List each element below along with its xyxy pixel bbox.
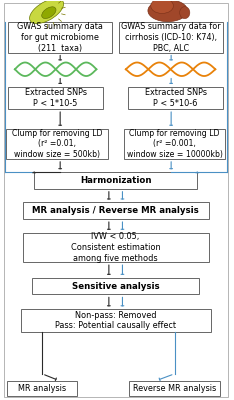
Text: Harmonization: Harmonization bbox=[80, 176, 151, 185]
FancyBboxPatch shape bbox=[8, 87, 103, 109]
Ellipse shape bbox=[148, 0, 188, 22]
Text: Clump for removing LD
(r² =0.001,
window size = 10000kb): Clump for removing LD (r² =0.001, window… bbox=[127, 128, 223, 159]
FancyBboxPatch shape bbox=[21, 309, 211, 332]
Text: GWAS summary data
for gut microbiome
(211  taxa): GWAS summary data for gut microbiome (21… bbox=[17, 22, 103, 53]
FancyBboxPatch shape bbox=[23, 233, 208, 262]
FancyBboxPatch shape bbox=[32, 278, 199, 294]
FancyBboxPatch shape bbox=[23, 202, 208, 219]
Text: IVW < 0.05,
Consistent estimation
among five methods: IVW < 0.05, Consistent estimation among … bbox=[71, 232, 161, 263]
FancyBboxPatch shape bbox=[34, 172, 197, 189]
FancyBboxPatch shape bbox=[7, 380, 77, 396]
Text: Non-pass: Removed
Pass: Potential causally effect: Non-pass: Removed Pass: Potential causal… bbox=[55, 310, 176, 330]
Text: Sensitive analysis: Sensitive analysis bbox=[72, 282, 159, 290]
FancyBboxPatch shape bbox=[119, 22, 223, 52]
Ellipse shape bbox=[29, 0, 64, 24]
FancyBboxPatch shape bbox=[128, 87, 223, 109]
Text: MR analysis: MR analysis bbox=[18, 384, 66, 393]
FancyBboxPatch shape bbox=[8, 22, 112, 52]
Ellipse shape bbox=[151, 0, 173, 14]
Text: Extracted SNPs
P < 1*10-5: Extracted SNPs P < 1*10-5 bbox=[25, 88, 87, 108]
Text: GWAS summary data for
cirrhosis (ICD-10: K74),
PBC, ALC: GWAS summary data for cirrhosis (ICD-10:… bbox=[121, 22, 221, 53]
FancyBboxPatch shape bbox=[129, 380, 220, 396]
Ellipse shape bbox=[180, 7, 190, 19]
Text: Clump for removing LD
(r² =0.01,
window size = 500kb): Clump for removing LD (r² =0.01, window … bbox=[11, 128, 102, 159]
FancyBboxPatch shape bbox=[124, 129, 226, 159]
Text: MR analysis / Reverse MR analysis: MR analysis / Reverse MR analysis bbox=[32, 206, 199, 215]
FancyBboxPatch shape bbox=[6, 129, 108, 159]
Text: Reverse MR analysis: Reverse MR analysis bbox=[133, 384, 216, 393]
Ellipse shape bbox=[42, 7, 56, 18]
Text: Extracted SNPs
P < 5*10-6: Extracted SNPs P < 5*10-6 bbox=[145, 88, 207, 108]
